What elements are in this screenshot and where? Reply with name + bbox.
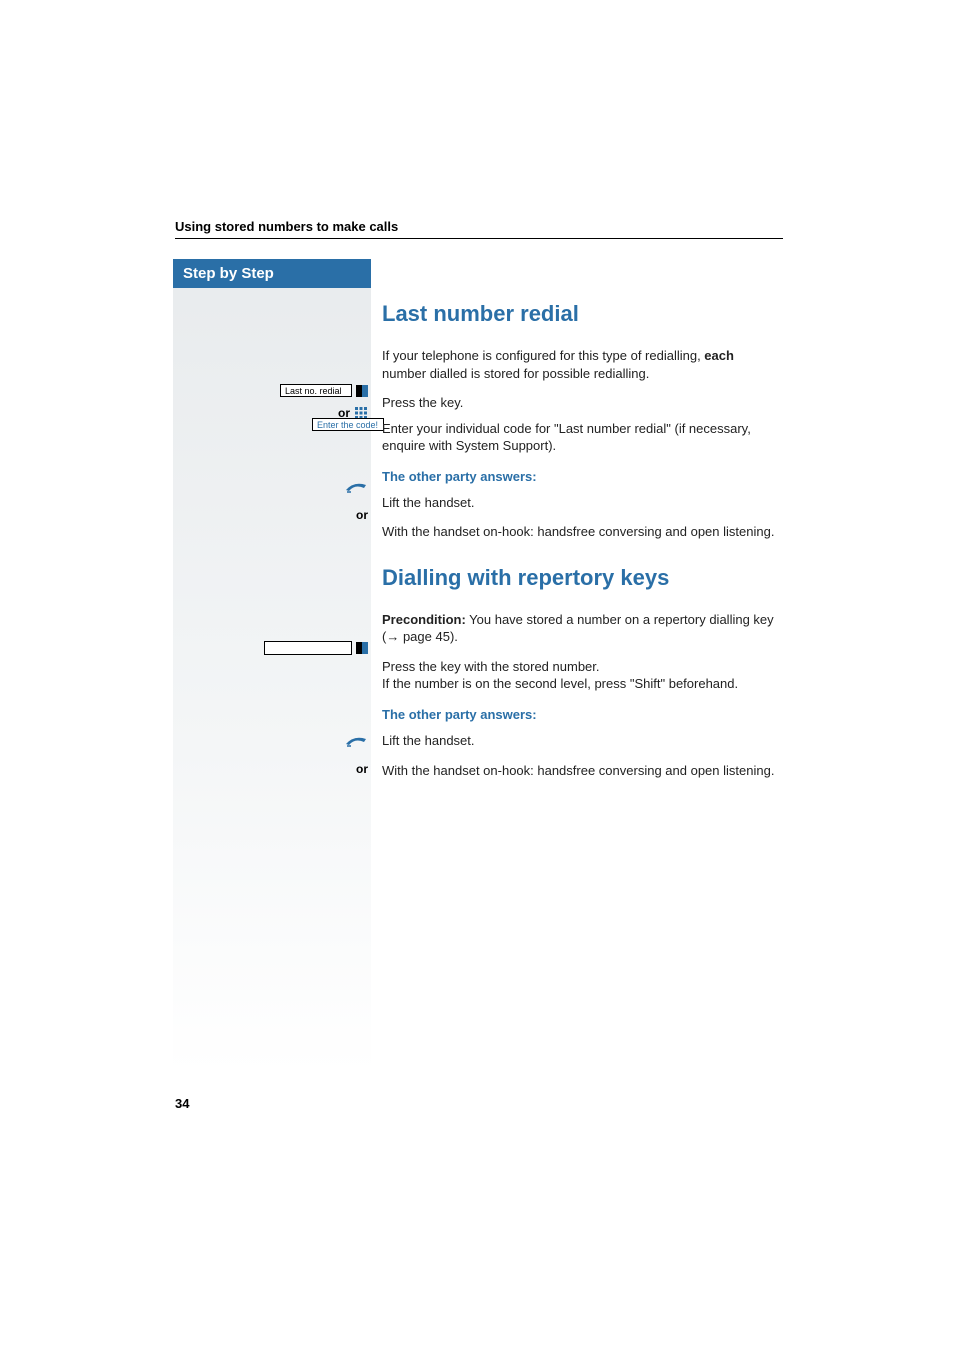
answer-heading-2: The other party answers:	[382, 707, 780, 722]
precond-text-b: page 45).	[399, 629, 458, 644]
handset-icon	[344, 733, 368, 747]
step-blank-key	[264, 641, 368, 655]
page-header: Using stored numbers to make calls	[175, 219, 398, 234]
main-content: Last number redial If your telephone is …	[382, 259, 780, 791]
step-key-last-redial: Last no. redial	[280, 384, 368, 397]
intro-text-b: number dialled is stored for possible re…	[382, 366, 649, 381]
handsfree-text-2: With the handset on-hook: handsfree conv…	[382, 762, 780, 780]
blank-key-box	[264, 641, 352, 655]
handsfree-text-1: With the handset on-hook: handsfree conv…	[382, 523, 780, 541]
step-lift-handset-1	[344, 479, 368, 493]
answer-heading-1: The other party answers:	[382, 469, 780, 484]
step-lift-handset-2	[344, 733, 368, 747]
heading-last-number-redial: Last number redial	[382, 301, 780, 327]
lamp-icon	[356, 642, 368, 654]
intro-para-1: If your telephone is configured for this…	[382, 347, 780, 382]
or-label-2: or	[356, 508, 368, 522]
lift-handset-text-1: Lift the handset.	[382, 494, 780, 512]
sidebar-title: Step by Step	[173, 259, 371, 288]
step-key-enter-code: Enter the code!	[312, 418, 384, 431]
enter-code-text: Enter your individual code for "Last num…	[382, 420, 780, 455]
handset-icon	[344, 479, 368, 493]
step-sidebar: Step by Step	[173, 259, 371, 1074]
lift-handset-text-2: Lift the handset.	[382, 732, 780, 750]
page-number: 34	[175, 1096, 189, 1111]
key-label-enter-code: Enter the code!	[312, 418, 384, 431]
precondition-para: Precondition: You have stored a number o…	[382, 611, 780, 646]
intro-text-bold: each	[704, 348, 734, 363]
precond-label: Precondition:	[382, 612, 466, 627]
lamp-icon	[356, 385, 368, 397]
heading-repertory: Dialling with repertory keys	[382, 565, 780, 591]
press-stored-text: Press the key with the stored number. If…	[382, 658, 780, 693]
header-rule	[175, 238, 783, 239]
press-key-text: Press the key.	[382, 394, 780, 412]
or-label-3: or	[356, 762, 368, 776]
key-label-last-redial: Last no. redial	[280, 384, 352, 397]
arrow-icon: →	[386, 629, 399, 644]
intro-text-a: If your telephone is configured for this…	[382, 348, 704, 363]
